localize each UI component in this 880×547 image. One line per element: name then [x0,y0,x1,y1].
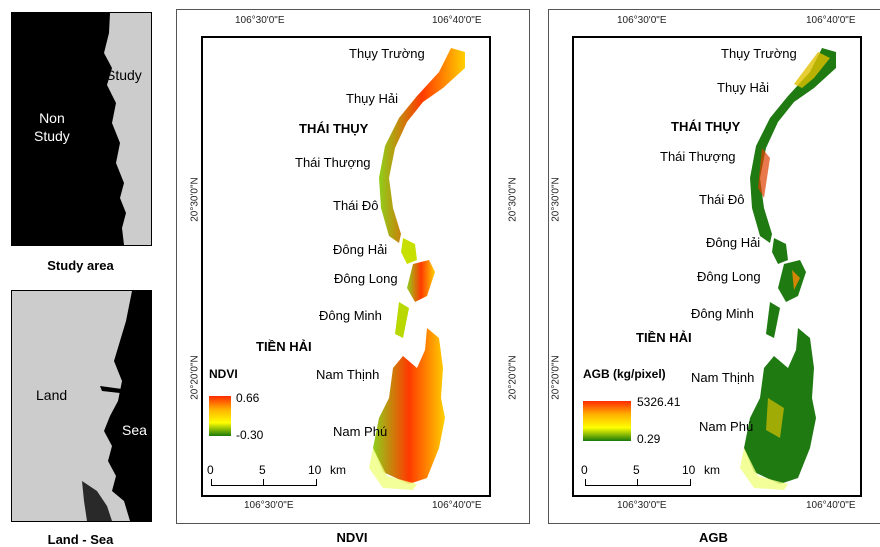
agb-caption: AGB [699,530,728,545]
ndvi-legend-min: -0.30 [236,428,264,442]
ndvi-caption: NDVI [336,530,368,545]
agb-scale-tick-10 [690,479,691,486]
agb-place-dong-hai: Đông Hải [706,235,761,250]
ndvi-lon1-bottom: 106°30'0"E [244,500,294,511]
study-area-caption: Study area [47,258,114,273]
agb-scale-5: 5 [633,463,640,477]
ndvi-place-nam-thinh: Nam Thịnh [316,367,380,382]
land-sea-shape [82,291,151,521]
ndvi-place-thai-thuong: Thái Thượng [295,155,371,170]
agb-legend-min: 0.29 [637,432,661,446]
ndvi-place-thuy-hai: Thụy Hải [346,91,399,106]
ndvi-legend-title: NDVI [209,367,238,381]
ndvi-lat2-right: 20°20'0"N [507,355,519,400]
agb-place-thai-thuong: Thái Thượng [660,149,736,164]
agb-place-thuy-truong: Thụy Trường [721,46,797,61]
agb-legend-ramp [583,401,631,441]
agb-lon2-bottom: 106°40'0"E [806,500,856,511]
non-study-label: Non Study [34,110,70,144]
ndvi-scale-0: 0 [207,463,214,477]
agb-scale-0: 0 [581,463,588,477]
agb-coast-raster [740,48,836,490]
ndvi-scale-bar [211,485,317,486]
ndvi-scale-10: 10 [308,463,322,477]
agb-lon1-top: 106°30'0"E [617,15,667,26]
agb-frame [548,9,880,524]
study-label: Study [106,67,142,83]
ndvi-lat1-right: 20°30'0"N [507,177,519,222]
agb-scale-10: 10 [682,463,696,477]
agb-place-tien-hai: TIỀN HẢI [636,330,692,345]
ndvi-lat2-left: 20°20'0"N [189,355,201,400]
ndvi-lon1-top: 106°30'0"E [235,15,285,26]
ndvi-coast-raster [369,48,465,490]
ndvi-place-thuy-truong: Thụy Trường [349,46,425,61]
ndvi-place-dong-long: Đông Long [334,271,398,286]
ndvi-place-nam-phu: Nam Phú [333,424,388,439]
study-area-shape [104,13,151,245]
ndvi-place-thai-thuy: THÁI THỤY [299,121,369,136]
ndvi-place-dong-hai: Đông Hải [333,242,388,257]
land-label: Land [36,387,68,403]
agb-scale-tick-0 [585,479,586,486]
agb-place-thai-thuy: THÁI THỤY [671,119,741,134]
ndvi-scale-tick-0 [211,479,212,486]
agb-lon2-top: 106°40'0"E [806,15,856,26]
agb-place-nam-phu: Nam Phú [699,419,754,434]
agb-lat1-left: 20°30'0"N [550,177,562,222]
agb-place-thuy-hai: Thụy Hải [717,80,770,95]
ndvi-scale-unit: km [330,463,346,477]
agb-lon1-bottom: 106°30'0"E [617,500,667,511]
land-sea-map: Land Sea [11,290,152,522]
ndvi-map [201,36,491,497]
agb-place-nam-thinh: Nam Thịnh [691,370,755,385]
agb-legend-title: AGB (kg/pixel) [583,367,666,381]
ndvi-place-thai-do: Thái Đô [333,198,379,213]
ndvi-legend-max: 0.66 [236,391,260,405]
agb-place-thai-do: Thái Đô [699,192,745,207]
ndvi-lat1-left: 20°30'0"N [189,177,201,222]
land-sea-caption: Land - Sea [47,532,114,547]
sea-label: Sea [122,422,147,438]
study-area-map: Study Non Study [11,12,152,246]
ndvi-place-dong-minh: Đông Minh [319,308,382,323]
ndvi-legend-ramp [209,396,231,436]
agb-lat2-left: 20°20'0"N [550,355,562,400]
agb-scale-bar [585,485,691,486]
agb-scale-tick-5 [637,479,638,486]
ndvi-scale-5: 5 [259,463,266,477]
ndvi-scale-tick-5 [263,479,264,486]
agb-legend-max: 5326.41 [637,395,681,409]
ndvi-lon2-top: 106°40'0"E [432,15,482,26]
agb-place-dong-long: Đông Long [697,269,761,284]
agb-scale-unit: km [704,463,720,477]
ndvi-scale-tick-10 [316,479,317,486]
ndvi-place-tien-hai: TIỀN HẢI [256,339,312,354]
ndvi-lon2-bottom: 106°40'0"E [432,500,482,511]
agb-place-dong-minh: Đông Minh [691,306,754,321]
ndvi-frame [176,9,530,524]
